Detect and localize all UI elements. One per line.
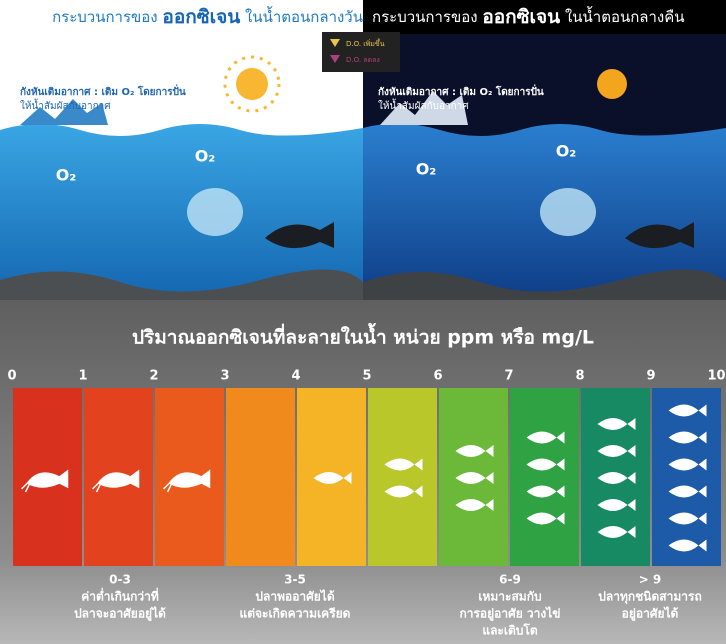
range-label: 3-5	[284, 573, 306, 587]
title-part: ในน้ำตอนกลางคืน	[565, 6, 685, 26]
title-part: ในน้ำตอนกลางวัน	[245, 6, 363, 26]
title-part: กระบวนการของ	[372, 8, 478, 26]
range-label: 6-9	[499, 573, 521, 587]
aerator-text: ให้น้ำสัมผัสกับอากาศ	[20, 98, 111, 112]
legend-box	[322, 32, 400, 72]
tick-label: 0	[7, 369, 16, 384]
infographic: กระบวนการของ ออกซิเจน ในน้ำตอนกลางวัน กร…	[0, 0, 726, 644]
aerator-text: กังหันเติมอากาศ : เติม O₂ โดยการปั่น	[378, 84, 544, 98]
tick-label: 10+	[708, 369, 726, 384]
o2-label: O₂	[416, 160, 437, 179]
range-text: อยู่อาศัยได้	[622, 606, 679, 622]
tick-label: 9	[646, 369, 655, 384]
range-text: และเติบโต	[482, 623, 537, 638]
range-label: 0-3	[109, 573, 131, 587]
scale-column	[510, 388, 579, 566]
aerator-text: ให้น้ำสัมผัสกับอากาศ	[378, 98, 469, 112]
moon	[597, 69, 627, 99]
legend-label: D.O. ลดลง	[346, 56, 380, 64]
range-text: แต่จะเกิดความเครียด	[240, 607, 351, 621]
tick-label: 2	[149, 369, 158, 384]
range-text: ปลาจะอาศัยอยู่ได้	[74, 606, 166, 622]
scale-title: ปริมาณออกซิเจนที่ละลายในน้ำ หน่วย ppm หร…	[132, 323, 594, 349]
algae-bubble	[187, 188, 243, 236]
algae-bubble	[540, 188, 596, 236]
o2-label: O₂	[556, 142, 577, 161]
day-title: กระบวนการของ ออกซิเจน ในน้ำตอนกลางวัน	[52, 6, 363, 28]
range-text: ปลาทุกชนิดสามารถ	[598, 590, 701, 605]
o2-label: O₂	[56, 166, 77, 185]
range-label: > 9	[639, 573, 662, 587]
tick-label: 6	[433, 369, 442, 384]
tick-label: 8	[575, 369, 584, 384]
tick-label: 3	[220, 369, 229, 384]
range-text: การอยู่อาศัย วางไข่	[459, 606, 560, 622]
tick-label: 7	[504, 369, 513, 384]
title-part: ออกซิเจน	[162, 6, 240, 28]
tick-label: 4	[291, 369, 300, 384]
tick-label: 1	[78, 369, 87, 384]
range-text: เหมาะสมกับ	[478, 590, 541, 604]
tick-label: 5	[362, 369, 371, 384]
scale-column	[368, 388, 437, 566]
night-title: กระบวนการของ ออกซิเจน ในน้ำตอนกลางคืน	[372, 6, 685, 28]
o2-label: O₂	[195, 147, 216, 166]
title-part: ออกซิเจน	[482, 6, 560, 28]
range-text: ปลาพออาศัยได้	[255, 589, 334, 604]
scale-column	[226, 388, 295, 566]
aerator-text: กังหันเติมอากาศ : เติม O₂ โดยการปั่น	[20, 84, 186, 98]
title-part: กระบวนการของ	[52, 8, 158, 26]
range-text: ค่าต่ำเกินกว่าที่	[81, 588, 159, 604]
